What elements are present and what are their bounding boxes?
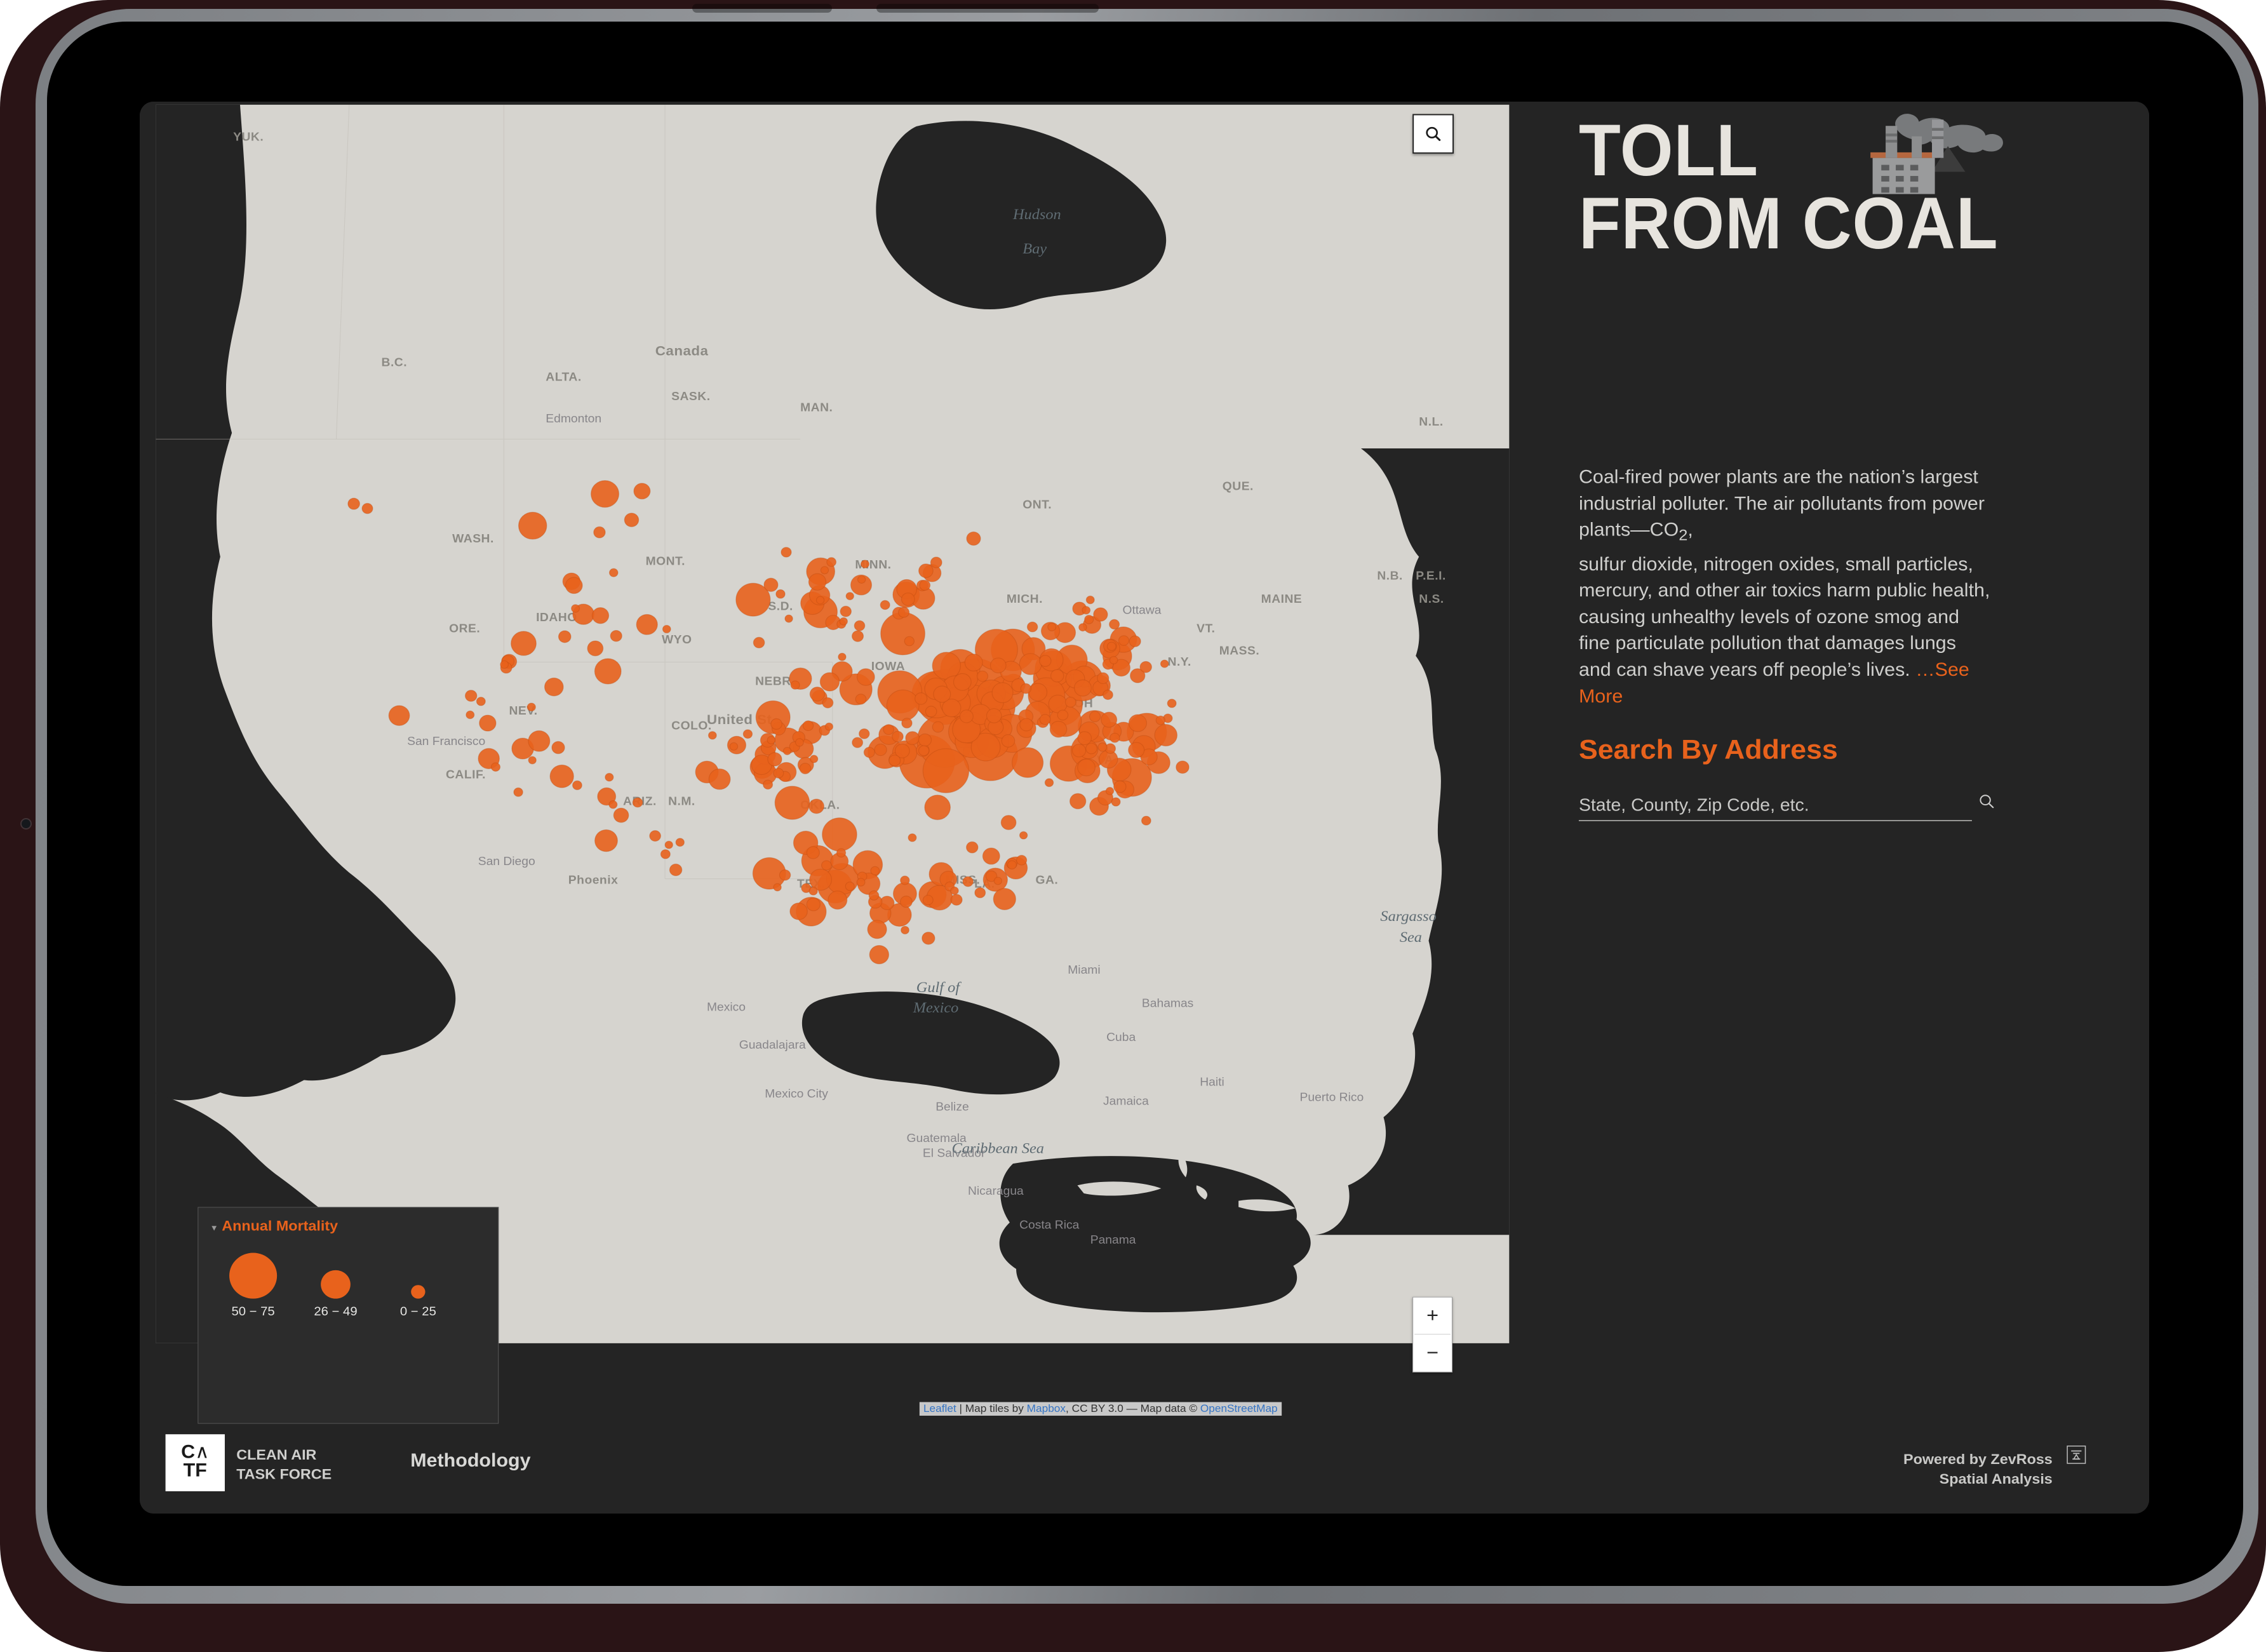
svg-text:B.C.: B.C. [382, 356, 408, 370]
svg-text:WASH.: WASH. [452, 533, 494, 546]
svg-text:Puerto Rico: Puerto Rico [1300, 1091, 1364, 1105]
svg-text:San Francisco: San Francisco [407, 735, 485, 748]
svg-text:QUE.: QUE. [1223, 480, 1254, 494]
svg-text:Jamaica: Jamaica [1103, 1095, 1149, 1108]
svg-text:GA.: GA. [1036, 874, 1059, 887]
svg-text:VT.: VT. [1197, 622, 1215, 636]
svg-text:COLO.: COLO. [671, 720, 712, 733]
svg-text:San Diego: San Diego [478, 855, 535, 868]
svg-text:SASK.: SASK. [671, 390, 710, 403]
svg-text:Bay: Bay [1022, 241, 1047, 257]
svg-text:N.Y.: N.Y. [1168, 656, 1191, 669]
svg-text:Phoenix: Phoenix [568, 874, 618, 887]
svg-text:N.M.: N.M. [668, 795, 695, 809]
svg-text:MICH.: MICH. [1007, 593, 1043, 606]
svg-text:P.E.I.: P.E.I. [1416, 570, 1446, 583]
svg-text:Sea: Sea [1400, 929, 1422, 945]
svg-text:Miami: Miami [1068, 964, 1100, 977]
svg-text:MAN.: MAN. [800, 401, 833, 415]
svg-text:Hudson: Hudson [1012, 207, 1061, 223]
svg-text:MONT.: MONT. [646, 555, 685, 568]
svg-text:Mexico: Mexico [707, 1001, 746, 1014]
svg-text:Gulf of: Gulf of [916, 979, 962, 995]
svg-text:CALIF.: CALIF. [446, 769, 486, 782]
svg-text:Nicaragua: Nicaragua [968, 1185, 1024, 1198]
svg-text:N.S.: N.S. [1419, 593, 1444, 606]
svg-text:N.L.: N.L. [1419, 415, 1443, 429]
svg-text:Haiti: Haiti [1200, 1076, 1224, 1089]
svg-text:ONT.: ONT. [1022, 499, 1052, 512]
svg-text:N.B.: N.B. [1377, 570, 1403, 583]
svg-text:MASS.: MASS. [1219, 645, 1260, 658]
svg-text:Mexico City: Mexico City [765, 1087, 828, 1101]
svg-text:ALTA.: ALTA. [546, 371, 581, 384]
svg-text:Caribbean Sea: Caribbean Sea [952, 1141, 1044, 1157]
svg-text:MINN.: MINN. [855, 558, 891, 572]
svg-text:Mexico: Mexico [913, 1000, 959, 1016]
svg-text:Belize: Belize [935, 1101, 969, 1114]
svg-text:Guadalajara: Guadalajara [739, 1038, 806, 1052]
svg-text:IDAHO: IDAHO [536, 611, 577, 624]
svg-text:Panama: Panama [1090, 1233, 1136, 1247]
svg-text:Ottawa: Ottawa [1122, 604, 1162, 617]
svg-text:Costa Rica: Costa Rica [1019, 1219, 1080, 1232]
svg-text:Sargasso: Sargasso [1380, 908, 1436, 924]
svg-text:Canada: Canada [655, 343, 709, 358]
svg-text:WYO: WYO [662, 633, 692, 647]
svg-text:Bahamas: Bahamas [1142, 997, 1193, 1011]
svg-text:ORE.: ORE. [449, 622, 480, 636]
svg-text:NEBR.: NEBR. [755, 675, 794, 688]
svg-text:Edmonton: Edmonton [546, 412, 601, 426]
svg-text:Cuba: Cuba [1106, 1031, 1136, 1044]
svg-text:S.D.: S.D. [768, 600, 793, 614]
svg-text:MAINE: MAINE [1261, 593, 1303, 606]
svg-text:YUK.: YUK. [233, 131, 264, 144]
